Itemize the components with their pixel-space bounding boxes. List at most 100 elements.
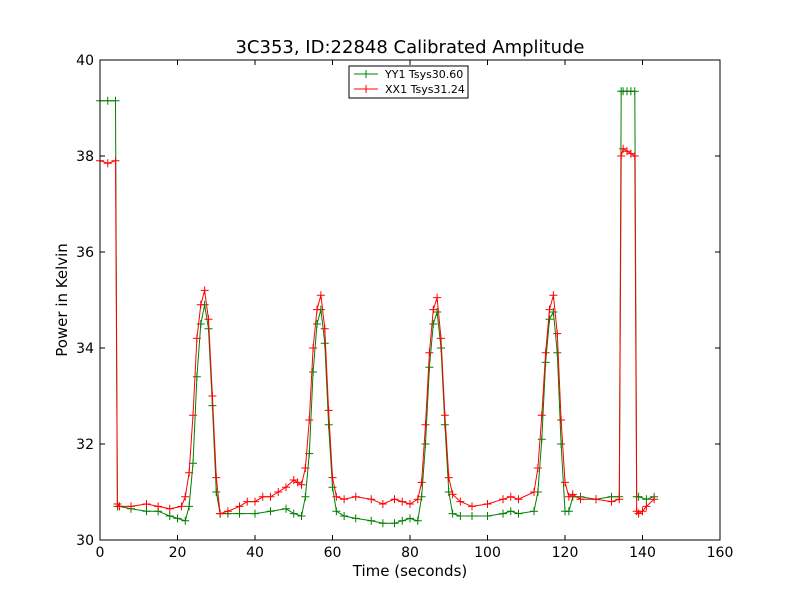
- x-tick-label-5: 100: [474, 545, 501, 561]
- series-0-point-22: [251, 509, 259, 518]
- series-0-point-80: [634, 492, 643, 501]
- series-1-point-27: [282, 483, 290, 492]
- series-1-point-53: [437, 334, 445, 343]
- series-1-point-77: [615, 495, 624, 504]
- series-1-point-78: [617, 152, 626, 160]
- x-tick-label-2: 40: [246, 545, 264, 561]
- series-1-point-57: [456, 497, 465, 506]
- series-1-point-23: [251, 497, 259, 506]
- series-1-point-51: [429, 305, 438, 314]
- series-1: [96, 144, 659, 518]
- series-1-point-69: [553, 329, 562, 338]
- series-1-point-35: [316, 291, 325, 300]
- series-0-point-78: [630, 87, 639, 96]
- series-1-point-58: [468, 502, 476, 511]
- series-1-point-86: [642, 502, 651, 511]
- legend-label-xx1: XX1 Tsys31.24: [385, 83, 465, 96]
- series-0-point-42: [406, 514, 414, 523]
- series-0-point-54: [468, 512, 476, 520]
- series-1-point-25: [266, 492, 275, 501]
- series-0-point-40: [390, 519, 399, 528]
- legend-marker-xx1: [362, 85, 370, 93]
- series-1-point-36: [320, 324, 329, 333]
- series-0-point-25: [289, 509, 298, 518]
- series-1-point-34: [313, 305, 321, 314]
- series-1-point-21: [235, 502, 244, 511]
- x-tick-label-6: 120: [552, 545, 579, 561]
- series-0-point-46: [425, 363, 434, 372]
- series-1-point-43: [378, 500, 387, 508]
- x-tick-label-0: 0: [96, 545, 105, 561]
- series-0-point-34: [328, 483, 337, 492]
- series-1-point-15: [200, 286, 209, 295]
- series-1-point-68: [549, 291, 558, 300]
- series-1-point-18: [212, 473, 221, 482]
- series-1-point-30: [297, 480, 306, 489]
- series-1-point-26: [274, 488, 283, 496]
- series-1-point-14: [196, 300, 205, 309]
- series-1-point-45: [398, 497, 407, 506]
- series-0-point-81: [642, 495, 651, 504]
- y-tick-label-0: 30: [76, 533, 94, 549]
- series-1-point-6: [142, 500, 151, 508]
- series-1-point-87: [650, 495, 659, 504]
- series-0-point-11: [185, 502, 194, 511]
- series-1-point-75: [592, 495, 600, 504]
- x-tick-label-7: 140: [629, 545, 656, 561]
- series-0-point-36: [340, 512, 349, 520]
- x-tick-label-1: 20: [169, 545, 187, 561]
- series-1-point-5: [127, 502, 135, 511]
- series-0-point-41: [398, 516, 407, 525]
- axes: 0 20 40 60 80 100 120 140 160 30 32 34 36 38 40: [76, 53, 733, 561]
- series-1-point-46: [406, 500, 414, 508]
- series-0-point-30: [313, 320, 321, 328]
- series-1-point-12: [189, 411, 197, 420]
- y-axis-label: Power in Kelvin: [53, 243, 71, 357]
- series-0-point-32: [320, 339, 329, 348]
- series-1-point-10: [181, 492, 190, 501]
- series-0-point-24: [282, 504, 290, 513]
- legend-label-yy1: YY1 Tsys30.60: [384, 68, 463, 81]
- series-0-point-1: [103, 96, 112, 105]
- series-1-point-56: [448, 490, 457, 499]
- series-0-point-56: [499, 509, 507, 518]
- series-1-point-66: [541, 348, 550, 357]
- y-tick-label-5: 40: [76, 53, 94, 69]
- legend: YY1 Tsys30.60 XX1 Tsys31.24: [348, 65, 469, 99]
- series-0-point-8: [165, 512, 174, 520]
- series-0-point-26: [297, 512, 306, 520]
- series-1-point-67: [545, 305, 554, 314]
- series-0-point-45: [421, 440, 430, 448]
- x-tick-label-8: 160: [707, 545, 734, 561]
- series-0-point-53: [456, 512, 465, 520]
- series-1-point-60: [499, 495, 507, 504]
- series-1-point-47: [413, 495, 422, 504]
- series-1-point-19: [216, 509, 225, 518]
- series-1-point-32: [305, 416, 314, 424]
- series-1-point-22: [243, 497, 252, 506]
- series-0-point-52: [448, 509, 457, 518]
- series-0-point-65: [553, 348, 562, 357]
- series-0-point-29: [309, 368, 318, 376]
- series-1-point-24: [258, 492, 267, 501]
- series-0-point-68: [564, 507, 573, 516]
- y-tick-label-4: 38: [76, 149, 94, 165]
- series-1-point-74: [576, 495, 585, 504]
- series-1-point-41: [351, 492, 360, 501]
- series-1-point-62: [514, 495, 523, 504]
- series-line-1: [99, 148, 655, 515]
- series-0-point-63: [545, 315, 554, 324]
- series-0-point-10: [181, 516, 190, 525]
- legend-marker-yy1: [362, 70, 370, 78]
- series-0-point-21: [235, 509, 244, 518]
- series-1-point-20: [223, 507, 232, 516]
- series-0-point-13: [192, 372, 201, 381]
- series-0-point-12: [189, 459, 197, 468]
- series-0-point-37: [351, 514, 360, 523]
- y-tick-label-3: 36: [76, 245, 94, 261]
- plot-area: [96, 87, 659, 528]
- series-1-point-61: [506, 492, 515, 501]
- legend-box: [348, 65, 469, 99]
- series-1-point-59: [483, 500, 492, 508]
